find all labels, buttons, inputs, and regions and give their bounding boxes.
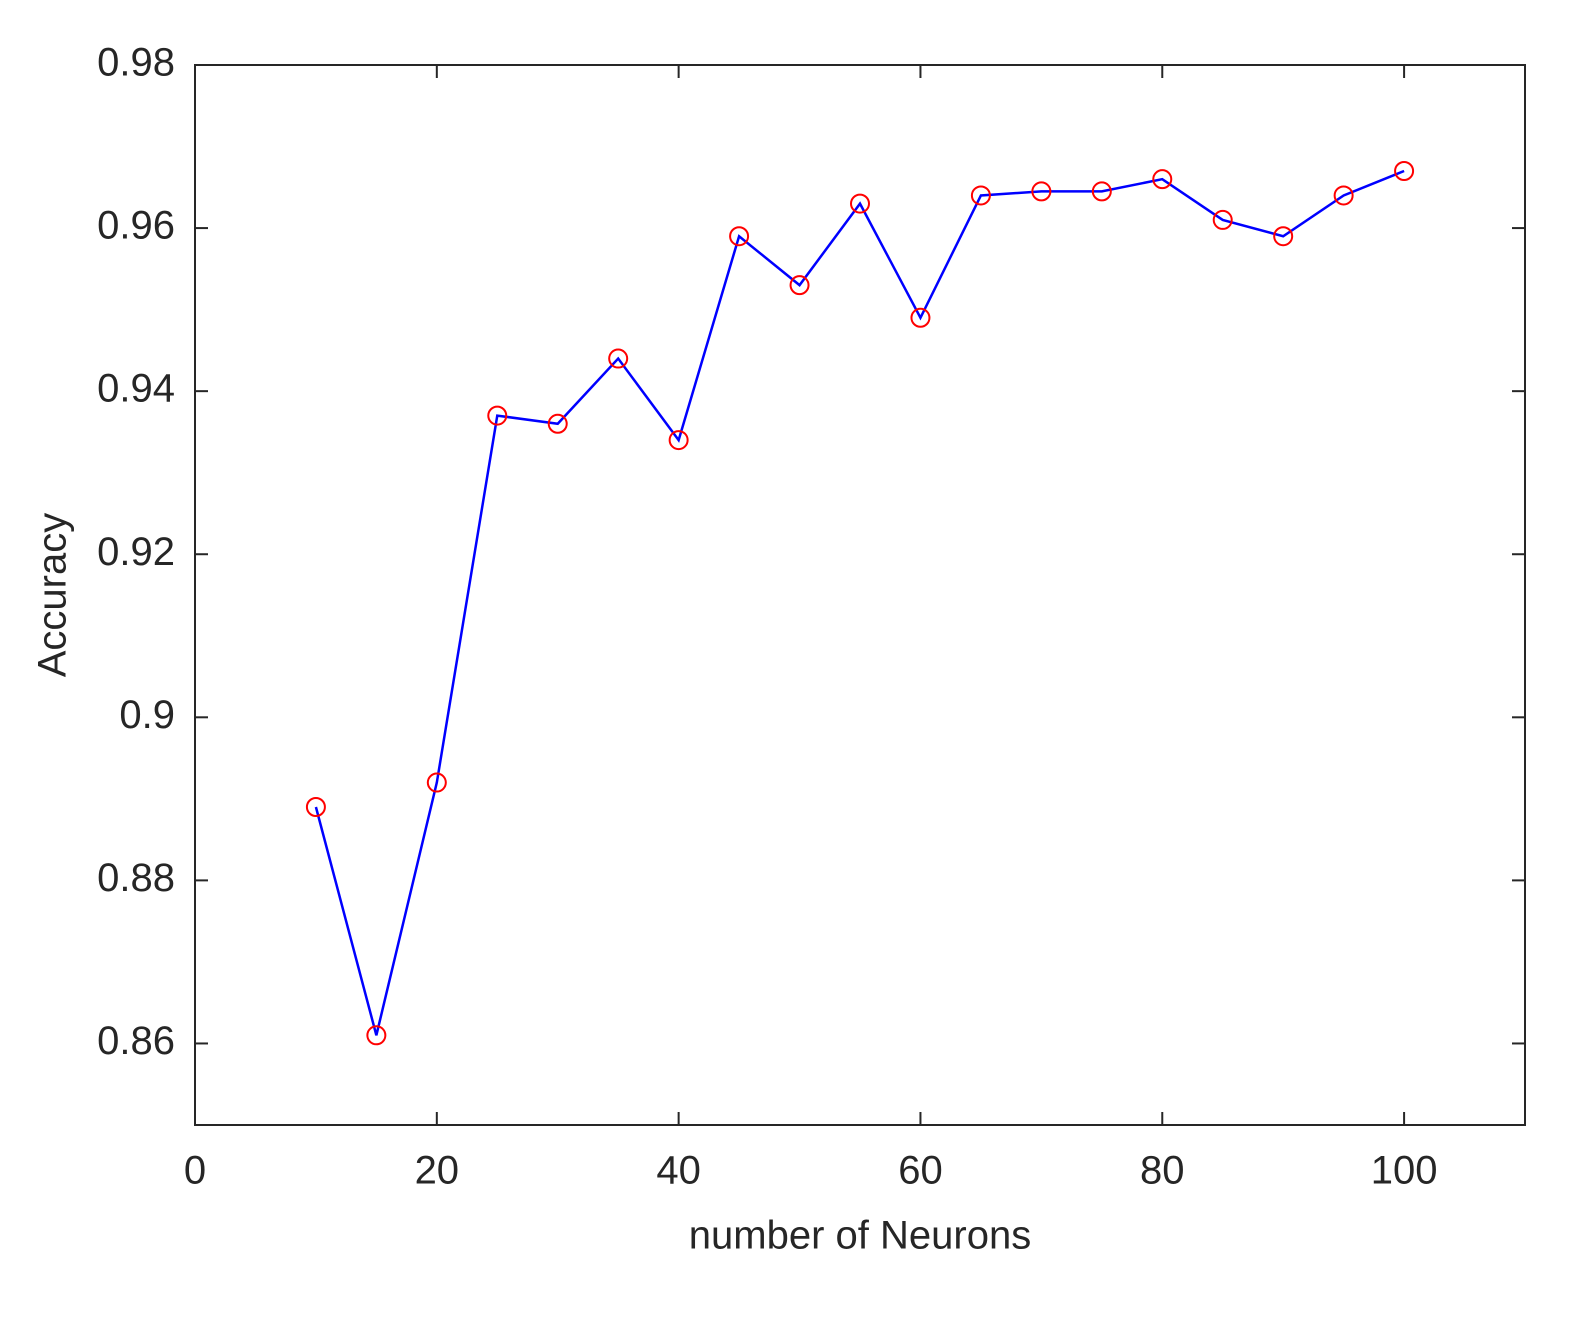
data-point [305, 797, 326, 817]
data-point [1091, 181, 1112, 202]
data-point [1212, 209, 1233, 230]
data-point [789, 275, 810, 296]
data-point [366, 1025, 387, 1046]
y-tick-label: 0.94 [97, 367, 175, 411]
x-tick-label: 100 [1371, 1149, 1438, 1193]
y-tick-label: 0.86 [97, 1019, 175, 1063]
series-line [314, 169, 1405, 1036]
data-point [1333, 185, 1354, 206]
x-axis-label: number of Neurons [689, 1214, 1031, 1258]
data-point [1031, 181, 1052, 202]
plot-area [194, 64, 1526, 1126]
data-point [487, 405, 508, 426]
y-tick-label: 0.98 [97, 41, 175, 85]
data-point [1273, 226, 1294, 247]
x-tick-label: 80 [1140, 1149, 1185, 1193]
data-point [850, 193, 870, 214]
x-tick-label: 60 [898, 1149, 943, 1193]
y-tick-label: 0.88 [97, 856, 175, 900]
x-tick-label: 20 [415, 1149, 460, 1193]
data-point [910, 307, 931, 328]
data-point [1152, 169, 1173, 190]
data-point [426, 772, 447, 793]
x-tick-label: 40 [656, 1149, 701, 1193]
data-point [608, 348, 629, 369]
y-tick-label: 0.92 [97, 530, 175, 574]
data-point [547, 413, 568, 434]
data-point [729, 226, 750, 247]
data-point [668, 430, 689, 451]
y-tick-label: 0.96 [97, 204, 175, 248]
x-tick-label: 0 [184, 1149, 206, 1193]
data-point [1394, 161, 1415, 181]
data-point [970, 185, 991, 206]
y-axis-label: Accuracy [31, 513, 75, 678]
y-tick-label: 0.9 [119, 693, 175, 737]
